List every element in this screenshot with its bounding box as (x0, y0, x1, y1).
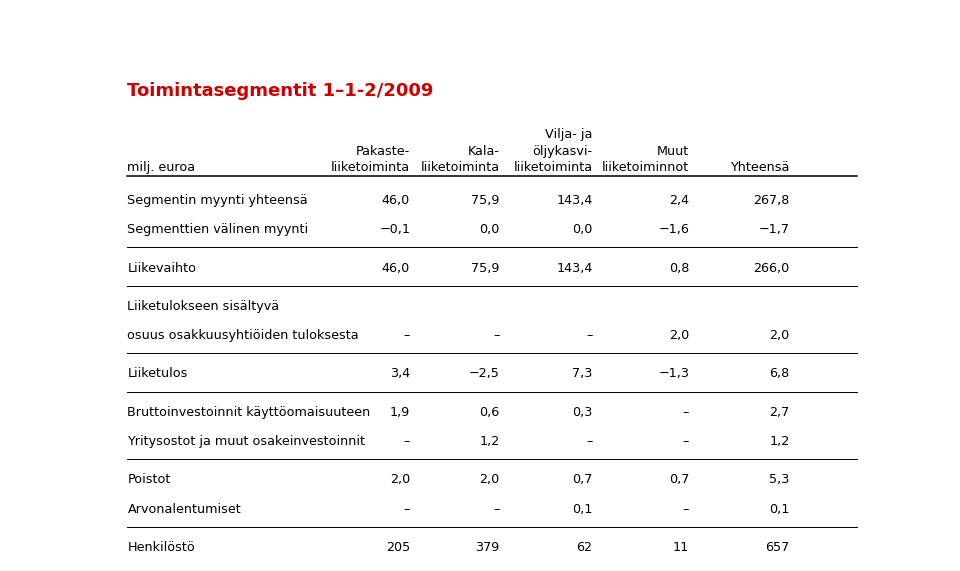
Text: −2,5: −2,5 (468, 368, 499, 380)
Text: 1,2: 1,2 (769, 435, 789, 448)
Text: −1,6: −1,6 (659, 223, 689, 236)
Text: 0,0: 0,0 (572, 223, 592, 236)
Text: –: – (683, 435, 689, 448)
Text: 0,7: 0,7 (669, 473, 689, 486)
Text: 143,4: 143,4 (556, 194, 592, 207)
Text: 657: 657 (765, 541, 789, 554)
Text: 11: 11 (673, 541, 689, 554)
Text: 1,9: 1,9 (390, 406, 410, 419)
Text: 1,2: 1,2 (479, 435, 499, 448)
Text: –: – (683, 503, 689, 516)
Text: Muut
liiketoiminnot: Muut liiketoiminnot (602, 144, 689, 174)
Text: Segmentin myynti yhteensä: Segmentin myynti yhteensä (128, 194, 308, 207)
Text: Liiketulos: Liiketulos (128, 368, 188, 380)
Text: 0,3: 0,3 (572, 406, 592, 419)
Text: 2,7: 2,7 (769, 406, 789, 419)
Text: 379: 379 (475, 541, 499, 554)
Text: 0,1: 0,1 (572, 503, 592, 516)
Text: 266,0: 266,0 (754, 262, 789, 275)
Text: 6,8: 6,8 (769, 368, 789, 380)
Text: −1,3: −1,3 (659, 368, 689, 380)
Text: 0,8: 0,8 (669, 262, 689, 275)
Text: Arvonalentumiset: Arvonalentumiset (128, 503, 241, 516)
Text: –: – (404, 329, 410, 342)
Text: Liiketulokseen sisältyvä: Liiketulokseen sisältyvä (128, 300, 279, 313)
Text: Bruttoinvestoinnit käyttöomaisuuteen: Bruttoinvestoinnit käyttöomaisuuteen (128, 406, 371, 419)
Text: 7,3: 7,3 (572, 368, 592, 380)
Text: Pakaste-
liiketoiminta: Pakaste- liiketoiminta (331, 144, 410, 174)
Text: Yritysostot ja muut osakeinvestoinnit: Yritysostot ja muut osakeinvestoinnit (128, 435, 366, 448)
Text: 3,4: 3,4 (390, 368, 410, 380)
Text: Toimintasegmentit 1–1­2/2009: Toimintasegmentit 1–1­2/2009 (128, 82, 434, 100)
Text: milj. euroa: milj. euroa (128, 161, 196, 174)
Text: –: – (683, 406, 689, 419)
Text: Yhteensä: Yhteensä (731, 161, 789, 174)
Text: 5,3: 5,3 (769, 473, 789, 486)
Text: 2,0: 2,0 (390, 473, 410, 486)
Text: 75,9: 75,9 (471, 262, 499, 275)
Text: Henkilöstö: Henkilöstö (128, 541, 195, 554)
Text: 62: 62 (576, 541, 592, 554)
Text: Liikevaihto: Liikevaihto (128, 262, 197, 275)
Text: 2,4: 2,4 (669, 194, 689, 207)
Text: 0,0: 0,0 (479, 223, 499, 236)
Text: 205: 205 (386, 541, 410, 554)
Text: 143,4: 143,4 (556, 262, 592, 275)
Text: Segmenttien välinen myynti: Segmenttien välinen myynti (128, 223, 308, 236)
Text: 2,0: 2,0 (769, 329, 789, 342)
Text: 0,7: 0,7 (572, 473, 592, 486)
Text: Kala-
liiketoiminta: Kala- liiketoiminta (420, 144, 499, 174)
Text: Vilja- ja
öljykasvi-
liiketoiminta: Vilja- ja öljykasvi- liiketoiminta (514, 128, 592, 174)
Text: –: – (404, 435, 410, 448)
Text: 46,0: 46,0 (382, 262, 410, 275)
Text: osuus osakkuusyhtiöiden tuloksesta: osuus osakkuusyhtiöiden tuloksesta (128, 329, 359, 342)
Text: –: – (404, 503, 410, 516)
Text: 75,9: 75,9 (471, 194, 499, 207)
Text: Poistot: Poistot (128, 473, 171, 486)
Text: 0,1: 0,1 (769, 503, 789, 516)
Text: –: – (586, 329, 592, 342)
Text: 2,0: 2,0 (669, 329, 689, 342)
Text: –: – (493, 329, 499, 342)
Text: 0,6: 0,6 (479, 406, 499, 419)
Text: 46,0: 46,0 (382, 194, 410, 207)
Text: –: – (586, 435, 592, 448)
Text: –: – (493, 503, 499, 516)
Text: −0,1: −0,1 (379, 223, 410, 236)
Text: 267,8: 267,8 (754, 194, 789, 207)
Text: −1,7: −1,7 (758, 223, 789, 236)
Text: 2,0: 2,0 (479, 473, 499, 486)
